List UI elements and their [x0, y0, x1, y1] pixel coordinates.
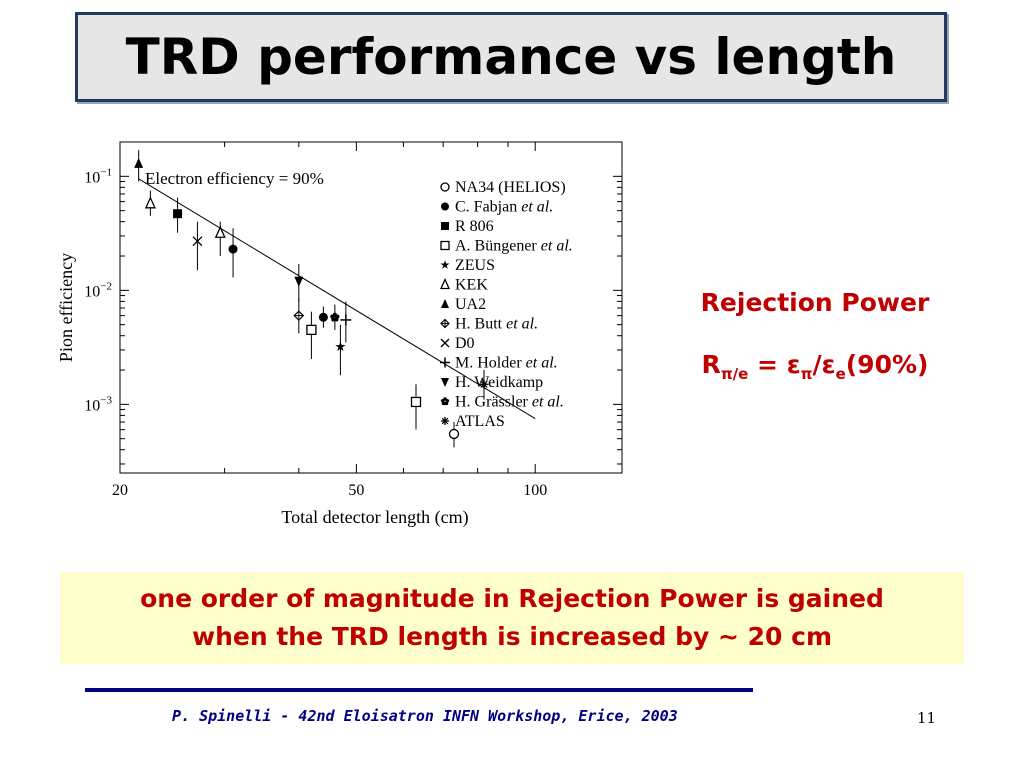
legend-entry: C. Fabjan et al. [455, 199, 553, 216]
data-point [340, 314, 352, 326]
legend-marker [439, 277, 451, 290]
legend-entry: KEK [455, 277, 488, 294]
legend-marker [441, 378, 449, 387]
y-tick-label: 10−2 [84, 280, 112, 300]
legend-marker [440, 240, 450, 251]
legend-entry: UA2 [455, 296, 486, 313]
conclusion-callout: one order of magnitude in Rejection Powe… [60, 572, 964, 664]
x-tick-label: 50 [348, 482, 364, 499]
title-box: TRD performance vs length [75, 12, 947, 102]
legend-entry: H. Weidkamp [455, 374, 543, 391]
data-point [306, 324, 317, 336]
legend-entry: D0 [455, 335, 475, 352]
legend-marker [440, 397, 450, 406]
data-point [192, 236, 203, 247]
y-tick-label: 10−1 [84, 166, 112, 186]
formula-eq: = [748, 350, 787, 379]
y-axis-label: Pion efficiency [56, 253, 76, 362]
legend-entry: A. Büngener et al. [455, 238, 573, 255]
slide-title: TRD performance vs length [125, 28, 897, 86]
formula-slash: / [812, 350, 822, 379]
formula-tail: (90%) [845, 350, 929, 379]
plot-frame [119, 141, 623, 474]
data-point [293, 310, 305, 321]
footer-divider [85, 688, 753, 692]
legend-entry: H. Butt et al. [455, 316, 538, 333]
data-point [214, 225, 226, 238]
callout-line-2: when the TRD length is increased by ~ 20… [191, 622, 833, 651]
data-point [335, 341, 346, 352]
legend-entry: M. Holder et al. [455, 355, 558, 372]
legend-marker [440, 260, 450, 269]
data-point [410, 396, 422, 408]
formula-r-sub: π/e [720, 365, 749, 383]
legend-entry: NA34 (HELIOS) [455, 179, 566, 196]
fit-line [138, 178, 536, 420]
pion-efficiency-chart: 10−1 10−2 10−3 20 50 100 Total detector length… [56, 141, 623, 528]
legend-entry: R 806 [455, 218, 494, 235]
data-point [134, 157, 144, 168]
data-point [294, 276, 304, 287]
data-point [228, 244, 238, 254]
data-point [330, 312, 340, 322]
data-point [173, 209, 183, 219]
formula-eps-pi: ε [786, 350, 801, 379]
legend-marker [441, 299, 449, 308]
formula-r: R [701, 350, 721, 379]
formula-eps-e: ε [821, 350, 836, 379]
legend-marker [440, 182, 450, 192]
y-tick-label: 10−3 [84, 394, 112, 414]
data-point [144, 196, 156, 209]
formula-eps-pi-sub: π [800, 365, 813, 383]
legend-marker [440, 318, 450, 329]
formula-eps-e-sub: e [835, 365, 846, 383]
footer-citation: P. Spinelli - 42nd Eloisatron INFN Works… [172, 707, 678, 725]
legend-marker [441, 417, 449, 425]
x-tick-label: 20 [112, 482, 128, 499]
page-number: 11 [917, 709, 937, 727]
legend-entry: ZEUS [455, 257, 495, 274]
data-point [479, 379, 489, 389]
legend-marker [440, 338, 450, 348]
rejection-power-heading: Rejection Power [700, 288, 930, 317]
data-point [448, 428, 460, 440]
legend-marker [440, 357, 450, 368]
x-tick-label: 100 [523, 482, 547, 499]
data-point [318, 312, 328, 322]
legend-marker [441, 222, 449, 230]
legend-marker [441, 202, 449, 211]
chart-annotation: Electron efficiency = 90% [145, 169, 324, 188]
legend-entry: H. Grässler et al. [455, 394, 564, 411]
callout-line-1: one order of magnitude in Rejection Powe… [140, 584, 884, 613]
legend-entry: ATLAS [455, 413, 505, 430]
rejection-power-formula: Rπ/e = επ/εe(90%) [660, 350, 970, 383]
x-axis-label: Total detector length (cm) [281, 507, 468, 528]
